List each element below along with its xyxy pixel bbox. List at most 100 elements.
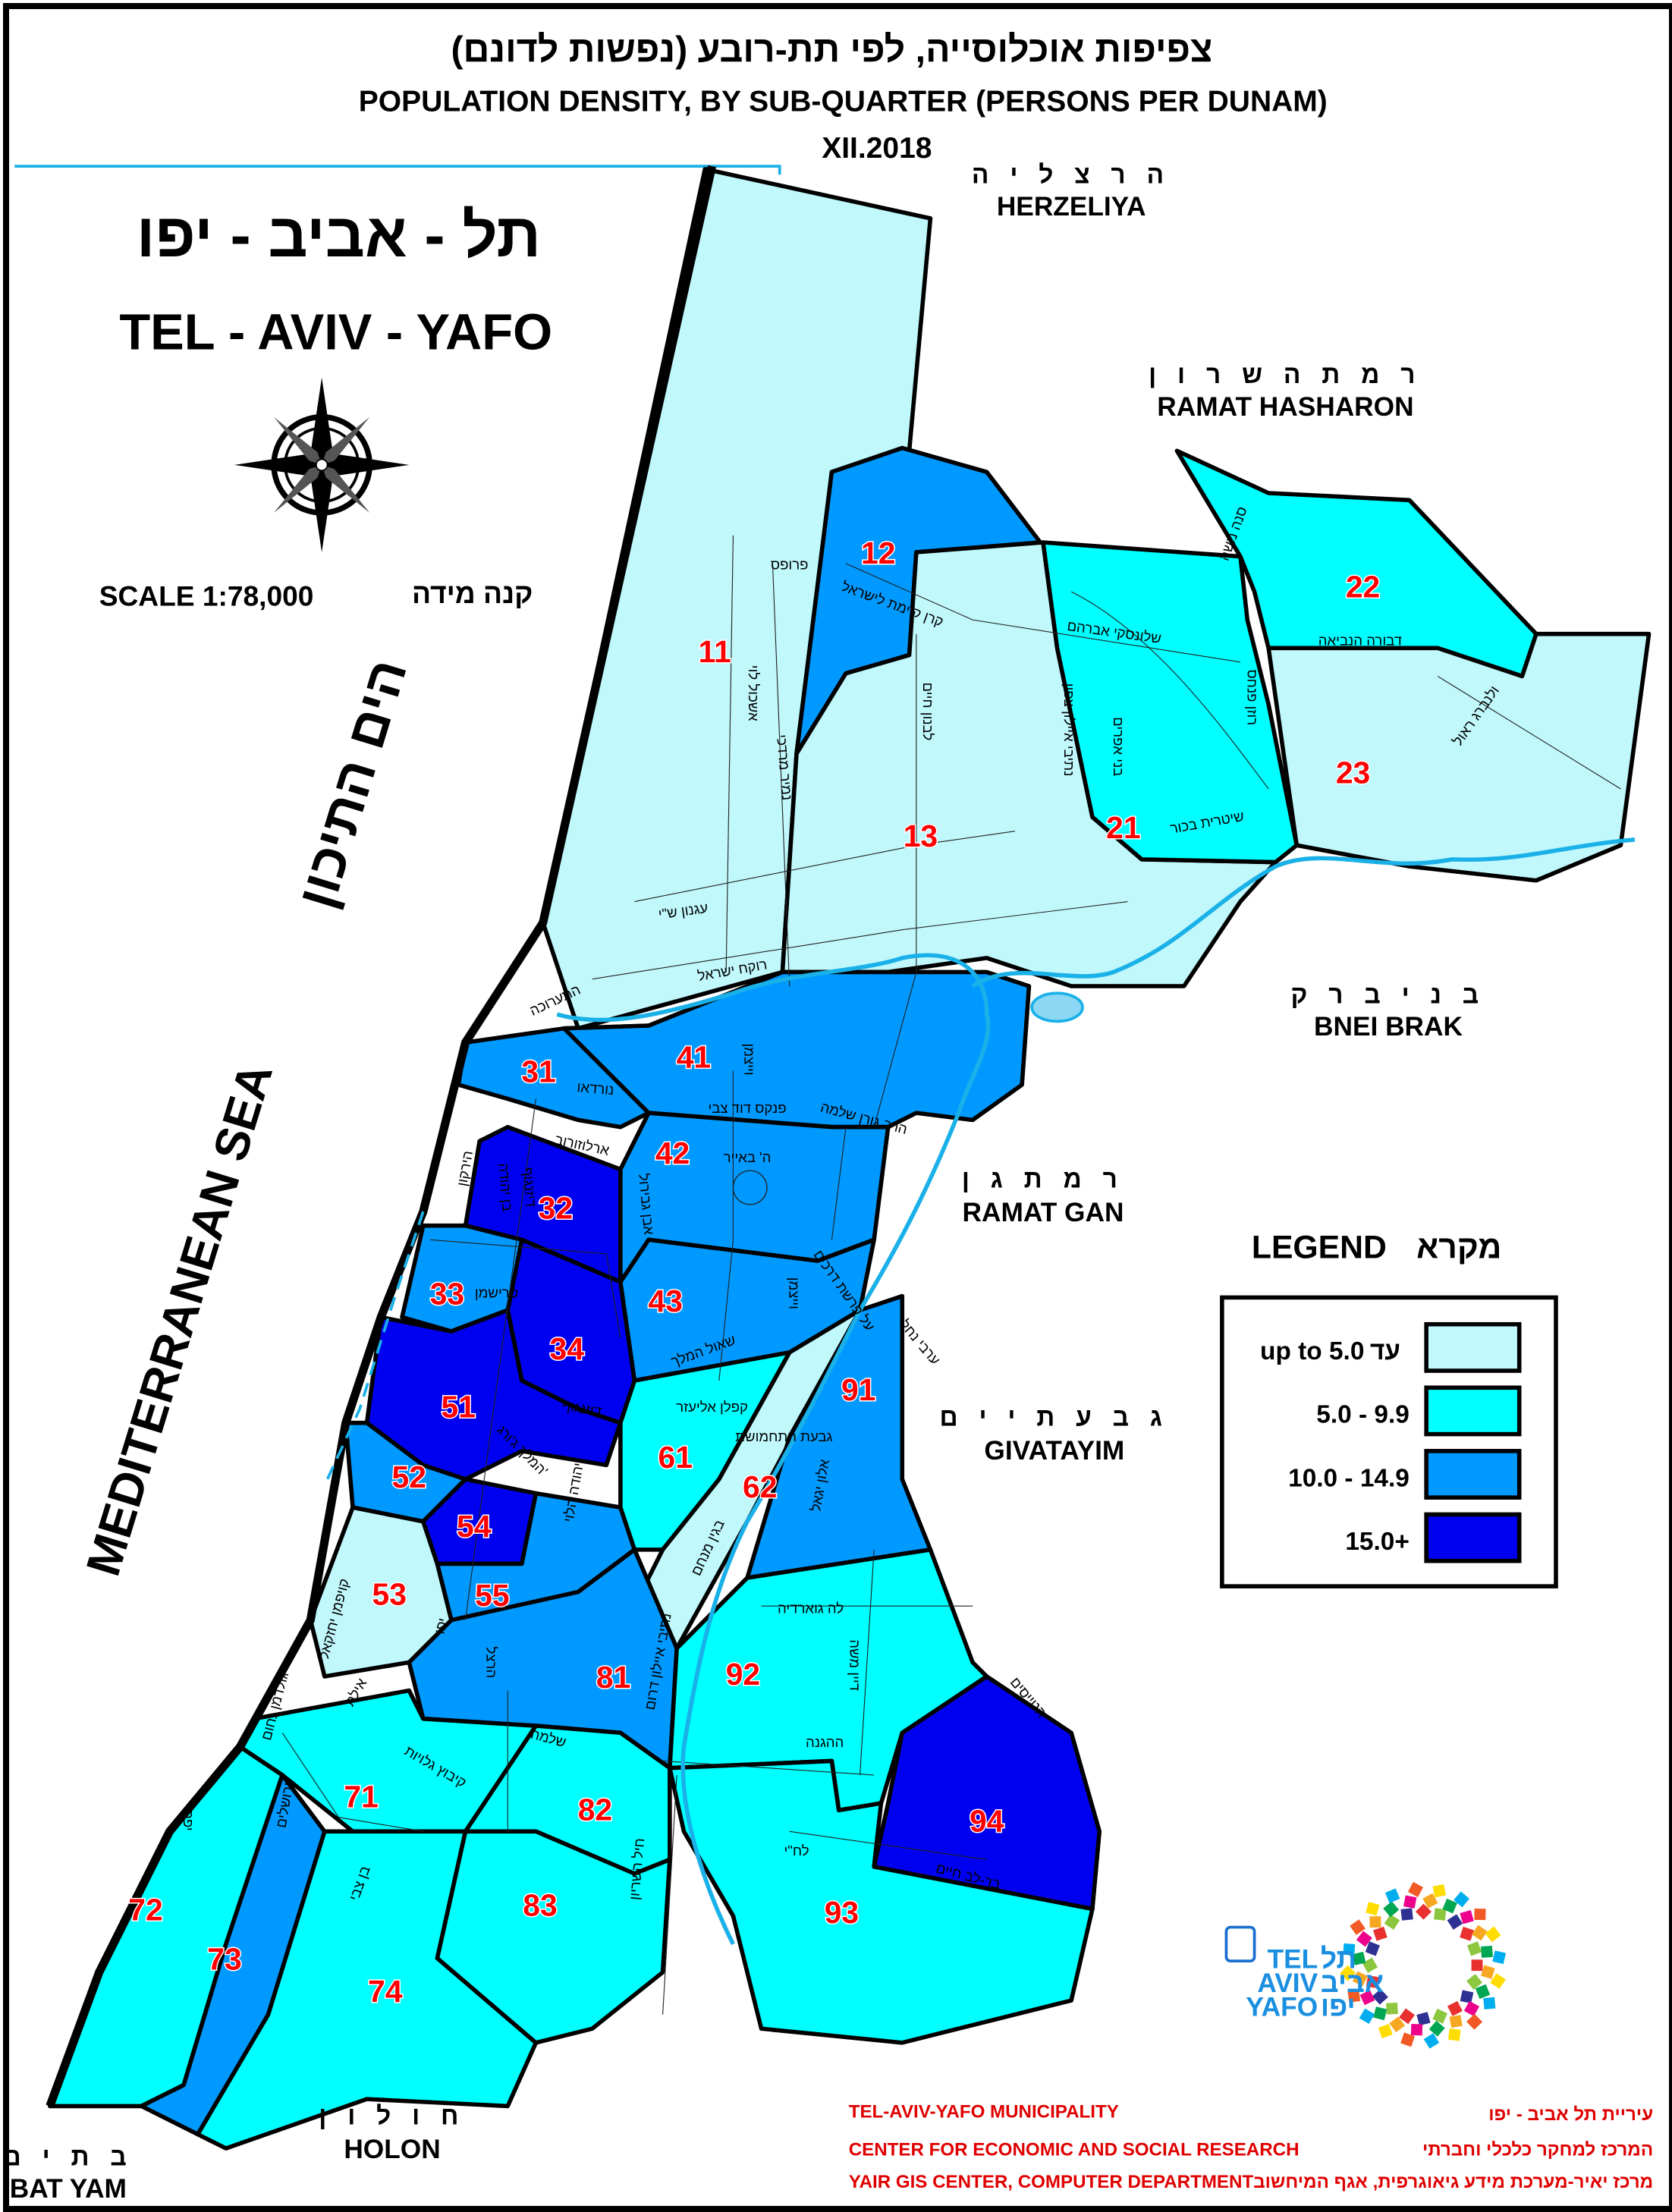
givatayim-label-hebrew: ג ב ע ת י י ם <box>940 1403 1170 1431</box>
city-name-hebrew: תל - אביב - יפו <box>137 201 541 270</box>
logo-confetti <box>1340 1965 1356 1981</box>
street-label: בני אפרים <box>1111 717 1127 776</box>
logo-confetti <box>1365 1941 1380 1956</box>
logo-confetti <box>1492 1950 1507 1965</box>
sub-quarter-label-54: 54 <box>457 1509 492 1544</box>
street-label: לבנון חיים <box>920 683 936 741</box>
street-label: יפו <box>431 1617 451 1635</box>
logo-confetti <box>1373 2006 1388 2021</box>
logo-confetti <box>1485 1926 1501 1943</box>
sub-quarter-label-42: 42 <box>655 1136 690 1170</box>
legend-label-hebrew-0: עד <box>1370 1337 1400 1365</box>
logo-confetti <box>1372 1926 1388 1941</box>
street-label: ההגנה <box>806 1734 844 1750</box>
logo-confetti <box>1386 2003 1398 2015</box>
road-line <box>1070 591 1269 790</box>
herzeliya-label: HERZELIYA <box>997 192 1146 222</box>
street-label: ה' באייר <box>724 1149 772 1165</box>
sub-quarter-label-12: 12 <box>861 536 895 570</box>
city-name-english: TEL - AVIV - YAFO <box>119 304 552 361</box>
footer-org: TEL-AVIV-YAFO MUNICIPALITY <box>849 2101 1119 2122</box>
scale-label: SCALE 1:78,000 <box>99 580 314 612</box>
logo-confetti <box>1466 1974 1482 1990</box>
logo-text-yafo: YAFO <box>1246 1993 1318 2022</box>
logo-confetti <box>1434 1908 1447 1921</box>
logo-confetti <box>1428 2020 1445 2037</box>
legend-swatch-0 <box>1424 1321 1522 1373</box>
street-label: דבורה הנביאה <box>1318 633 1402 649</box>
legend: LEGEND מקרא up to 5.0 עד 5.0 - 9.9 10.0 - 1… <box>1220 1229 1558 1588</box>
logo-confetti <box>1362 1957 1378 1973</box>
street-label: אשכול לוי <box>746 665 762 721</box>
logo-confetti <box>1410 2023 1423 2036</box>
title-hebrew: צפיפות אוכלוסייה, לפי תת-רובע (נפשות לדו… <box>451 30 1212 71</box>
herzeliya-label-hebrew: ה ר צ ל י ה <box>972 161 1171 189</box>
logo-confetti <box>1472 1925 1488 1941</box>
sub-quarter-93[interactable] <box>668 1758 1095 2045</box>
kikar-hamedina-circle <box>732 1170 768 1205</box>
sub-quarter-83[interactable] <box>435 1829 672 2045</box>
road-line <box>662 1760 875 1776</box>
logo-confetti <box>1466 2013 1483 2030</box>
scale-label-hebrew: קנה מידה <box>412 577 533 609</box>
sub-quarter-label-71: 71 <box>344 1780 378 1815</box>
logo-confetti <box>1384 1914 1400 1930</box>
logo-text-tel: TEL <box>1268 1944 1318 1974</box>
street-label: נורדאו <box>577 1079 614 1098</box>
sub-quarter-labels: 11 12 13 21 22 23 31 32 33 34 41 42 43 51 52 53 54 55 61 62… <box>127 534 1381 2009</box>
sub-quarter-23[interactable] <box>1266 631 1652 883</box>
lake <box>1030 991 1084 1023</box>
sub-quarter-label-53: 53 <box>372 1576 407 1611</box>
bat-yam-label: BAT YAM <box>10 2174 127 2204</box>
holon-label-hebrew: ח ו ל ו ן <box>319 2103 465 2131</box>
road-line <box>1437 675 1621 790</box>
logo-confetti <box>1432 2009 1448 2024</box>
sub-quarter-label-74: 74 <box>368 1974 403 2009</box>
sub-quarter-label-31: 31 <box>521 1054 555 1089</box>
street-label: פרופס <box>771 556 809 572</box>
sub-quarter-label-92: 92 <box>726 1657 760 1692</box>
sub-quarter-label-91: 91 <box>841 1372 875 1407</box>
logo-confetti <box>1378 2024 1393 2039</box>
road-lines <box>281 535 1621 2015</box>
logo-confetti <box>1372 1988 1388 2005</box>
title-english: POPULATION DENSITY, BY SUB-QUARTER (PERS… <box>359 86 1328 118</box>
legend-label-1: 5.0 - 9.9 <box>1316 1401 1410 1429</box>
street-label: פנקס דוד צבי <box>708 1100 786 1116</box>
logo-confetti <box>1442 1898 1457 1914</box>
sub-quarter-21[interactable] <box>1041 540 1300 865</box>
footer-org-hebrew: עיריית תל אביב - יפו <box>1488 2104 1653 2125</box>
legend-label-3: 15.0+ <box>1345 1528 1410 1556</box>
sub-quarter-label-83: 83 <box>523 1888 557 1923</box>
legend-swatch-1 <box>1424 1385 1522 1437</box>
sub-quarter-94[interactable] <box>872 1674 1102 1912</box>
legend-swatch-2 <box>1424 1449 1522 1500</box>
street-label: דיין משה <box>847 1639 863 1691</box>
street-label: קפלן אליעזר <box>676 1399 748 1415</box>
logo-confetti <box>1447 1914 1463 1930</box>
logo-text-yafo-hebrew: יפו <box>1321 1990 1356 2022</box>
yarkon-river <box>556 837 1636 1946</box>
sub-quarter-label-55: 55 <box>475 1578 509 1613</box>
logo-confetti <box>1483 1997 1496 2009</box>
road-line <box>662 1774 677 2015</box>
logo-confetti <box>1384 1888 1400 1903</box>
street-label: נתיבי איילון צפון <box>1061 683 1077 777</box>
ramat-gan-label-hebrew: ר מ ת ג ן <box>962 1166 1124 1194</box>
municipality-logo: TEL AVIV YAFO תל אביב יפו <box>1224 1881 1507 2049</box>
sea-frame-line <box>14 165 781 175</box>
bat-yam-label-hebrew: ב ת י ם <box>3 2143 134 2171</box>
logo-confetti <box>1359 1990 1375 2006</box>
street-label: גבעת התחמושת <box>735 1428 832 1444</box>
bnei-brak-label: BNEI BRAK <box>1314 1012 1463 1042</box>
logo-confetti <box>1481 1965 1495 1979</box>
road-line <box>831 1126 847 1240</box>
marina-line <box>325 1211 425 1480</box>
logo-confetti <box>1460 1926 1474 1941</box>
ramat-hasharon-label-hebrew: ר מ ת ה ש ר ו ן <box>1149 361 1422 389</box>
logo-confetti <box>1352 1971 1368 1987</box>
logo-confetti <box>1447 2028 1461 2041</box>
ramat-gan-label: RAMAT GAN <box>963 1198 1124 1227</box>
sub-quarter-label-82: 82 <box>578 1792 612 1827</box>
